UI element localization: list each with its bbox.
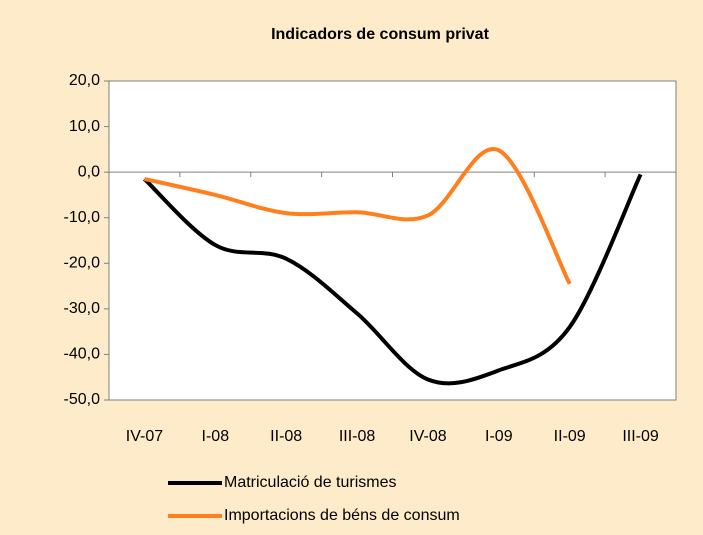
series-line [143,147,572,285]
y-tick-label: -30,0 [64,300,101,317]
y-tick-label: -50,0 [64,391,101,408]
x-tick-label: III-08 [339,428,376,445]
chart-title: Indicadors de consum privat [271,26,490,43]
y-tick-label: 20,0 [69,72,100,89]
y-tick-label: 10,0 [69,118,100,135]
series-line [143,173,643,386]
x-tick-label: III-09 [622,428,659,445]
x-tick-label: IV-08 [409,428,446,445]
x-tick-label: I-09 [485,428,513,445]
legend-label: Importacions de béns de consum [224,507,460,524]
plot-area [108,80,677,401]
y-tick-label: 0,0 [78,163,100,180]
legend-label: Matriculació de turismes [224,474,397,491]
y-tick-label: -20,0 [64,255,101,272]
y-tick-label: -10,0 [64,209,101,226]
x-tick-label: IV-07 [126,428,163,445]
x-tick-label: II-08 [270,428,302,445]
y-tick-label: -40,0 [64,346,101,363]
x-tick-label: I-08 [202,428,230,445]
x-tick-label: II-09 [554,428,586,445]
